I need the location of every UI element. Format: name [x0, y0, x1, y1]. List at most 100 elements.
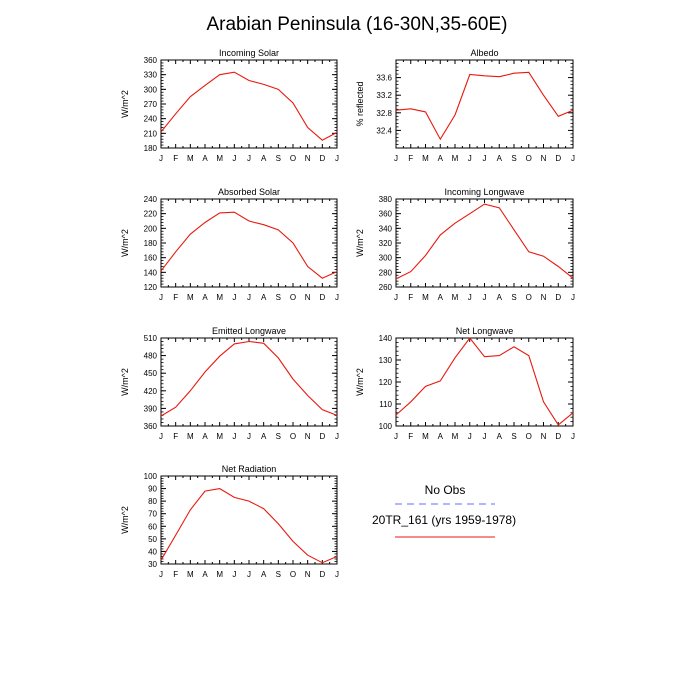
- x-tick-label: O: [290, 293, 296, 302]
- y-tick-label: 210: [144, 129, 158, 138]
- y-tick-label: 160: [144, 254, 158, 263]
- y-tick-label: 200: [144, 224, 158, 233]
- y-tick-label: 180: [144, 239, 158, 248]
- x-tick-label: J: [159, 154, 163, 163]
- panel-title: Albedo: [470, 48, 498, 58]
- panel-title: Incoming Solar: [219, 48, 279, 58]
- y-tick-label: 130: [379, 356, 393, 365]
- y-tick-label: 140: [144, 268, 158, 277]
- y-tick-label: 180: [144, 144, 158, 153]
- panel-title: Emitted Longwave: [212, 326, 286, 336]
- y-axis-label: W/m^2: [120, 90, 130, 118]
- y-tick-label: 280: [379, 268, 393, 277]
- x-tick-label: J: [571, 432, 575, 441]
- x-tick-label: A: [261, 154, 267, 163]
- y-tick-label: 450: [144, 369, 158, 378]
- x-tick-label: A: [497, 154, 503, 163]
- y-tick-label: 510: [144, 334, 158, 343]
- panel-title: Incoming Longwave: [444, 187, 524, 197]
- x-tick-label: N: [305, 293, 311, 302]
- x-tick-label: N: [305, 154, 311, 163]
- y-tick-label: 270: [144, 100, 158, 109]
- x-tick-label: O: [526, 432, 532, 441]
- plot-frame: [160, 59, 338, 149]
- y-tick-label: 50: [148, 535, 157, 544]
- plot-frame: [395, 337, 574, 427]
- y-axis-label: W/m^2: [355, 368, 365, 396]
- x-tick-label: S: [276, 293, 281, 302]
- y-tick-label: 100: [144, 472, 158, 481]
- x-tick-label: M: [187, 570, 194, 579]
- x-tick-label: A: [438, 293, 444, 302]
- x-tick-label: J: [232, 293, 236, 302]
- x-tick-label: A: [202, 432, 208, 441]
- y-tick-label: 360: [144, 422, 158, 431]
- x-tick-label: M: [452, 432, 459, 441]
- y-tick-label: 340: [379, 224, 393, 233]
- plot-frame: [160, 337, 338, 427]
- y-tick-label: 360: [144, 56, 158, 65]
- y-tick-label: 420: [144, 387, 158, 396]
- y-tick-label: 220: [144, 210, 158, 219]
- y-tick-label: 240: [144, 115, 158, 124]
- x-tick-label: M: [216, 293, 223, 302]
- y-tick-label: 360: [379, 210, 393, 219]
- y-tick-label: 32.8: [376, 109, 392, 118]
- x-tick-label: M: [422, 432, 429, 441]
- series-line: [160, 211, 338, 279]
- x-tick-label: D: [319, 432, 325, 441]
- x-tick-label: S: [276, 432, 281, 441]
- x-tick-label: O: [526, 293, 532, 302]
- x-tick-label: J: [394, 154, 398, 163]
- x-tick-label: J: [483, 154, 487, 163]
- y-tick-label: 60: [148, 522, 157, 531]
- y-axis-label: W/m^2: [120, 368, 130, 396]
- x-tick-label: S: [276, 154, 281, 163]
- x-tick-label: F: [173, 570, 178, 579]
- x-tick-label: D: [555, 154, 561, 163]
- x-tick-label: A: [438, 154, 444, 163]
- y-axis-label: W/m^2: [120, 506, 130, 534]
- y-tick-label: 240: [144, 195, 158, 204]
- y-axis-label: W/m^2: [355, 229, 365, 257]
- panel-title: Absorbed Solar: [218, 187, 280, 197]
- x-tick-label: J: [483, 293, 487, 302]
- x-tick-label: A: [202, 293, 208, 302]
- x-tick-label: J: [468, 154, 472, 163]
- legend-obs-label: No Obs: [425, 483, 466, 497]
- x-tick-label: M: [187, 154, 194, 163]
- y-tick-label: 110: [379, 400, 392, 409]
- y-tick-label: 260: [379, 283, 393, 292]
- y-tick-label: 330: [144, 71, 158, 80]
- panel-title: Net Longwave: [456, 326, 514, 336]
- x-tick-label: O: [526, 154, 532, 163]
- x-tick-label: A: [261, 432, 267, 441]
- x-tick-label: S: [276, 570, 281, 579]
- x-tick-label: M: [452, 154, 459, 163]
- y-tick-label: 30: [148, 560, 157, 569]
- x-tick-label: J: [247, 570, 251, 579]
- plot-frame: [395, 198, 574, 288]
- x-tick-label: N: [305, 570, 311, 579]
- x-tick-label: F: [408, 154, 413, 163]
- x-tick-label: J: [394, 293, 398, 302]
- x-tick-label: D: [319, 570, 325, 579]
- x-tick-label: J: [232, 154, 236, 163]
- y-axis-label: W/m^2: [120, 229, 130, 257]
- series-line: [395, 203, 574, 280]
- x-tick-label: O: [290, 570, 296, 579]
- x-tick-label: M: [187, 432, 194, 441]
- x-tick-label: M: [422, 293, 429, 302]
- x-tick-label: O: [290, 432, 296, 441]
- y-tick-label: 380: [379, 195, 393, 204]
- x-tick-label: J: [335, 293, 339, 302]
- y-tick-label: 480: [144, 352, 158, 361]
- y-tick-label: 120: [144, 283, 158, 292]
- y-tick-label: 90: [148, 485, 157, 494]
